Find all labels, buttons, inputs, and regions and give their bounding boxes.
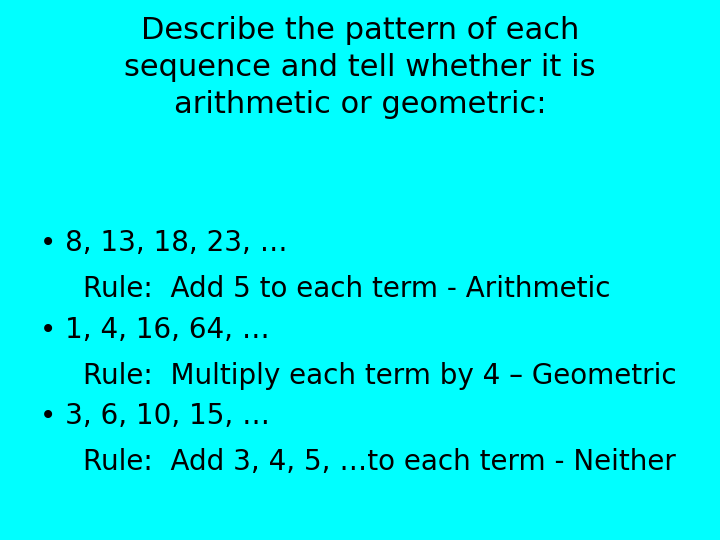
- Text: Describe the pattern of each
sequence and tell whether it is
arithmetic or geome: Describe the pattern of each sequence an…: [125, 16, 595, 119]
- Text: • 1, 4, 16, 64, …: • 1, 4, 16, 64, …: [40, 316, 269, 344]
- Text: Rule:  Add 3, 4, 5, …to each term - Neither: Rule: Add 3, 4, 5, …to each term - Neith…: [83, 448, 675, 476]
- Text: • 8, 13, 18, 23, …: • 8, 13, 18, 23, …: [40, 230, 287, 258]
- Text: • 3, 6, 10, 15, …: • 3, 6, 10, 15, …: [40, 402, 269, 430]
- Text: Rule:  Multiply each term by 4 – Geometric: Rule: Multiply each term by 4 – Geometri…: [83, 362, 676, 390]
- Text: Rule:  Add 5 to each term - Arithmetic: Rule: Add 5 to each term - Arithmetic: [83, 275, 611, 303]
